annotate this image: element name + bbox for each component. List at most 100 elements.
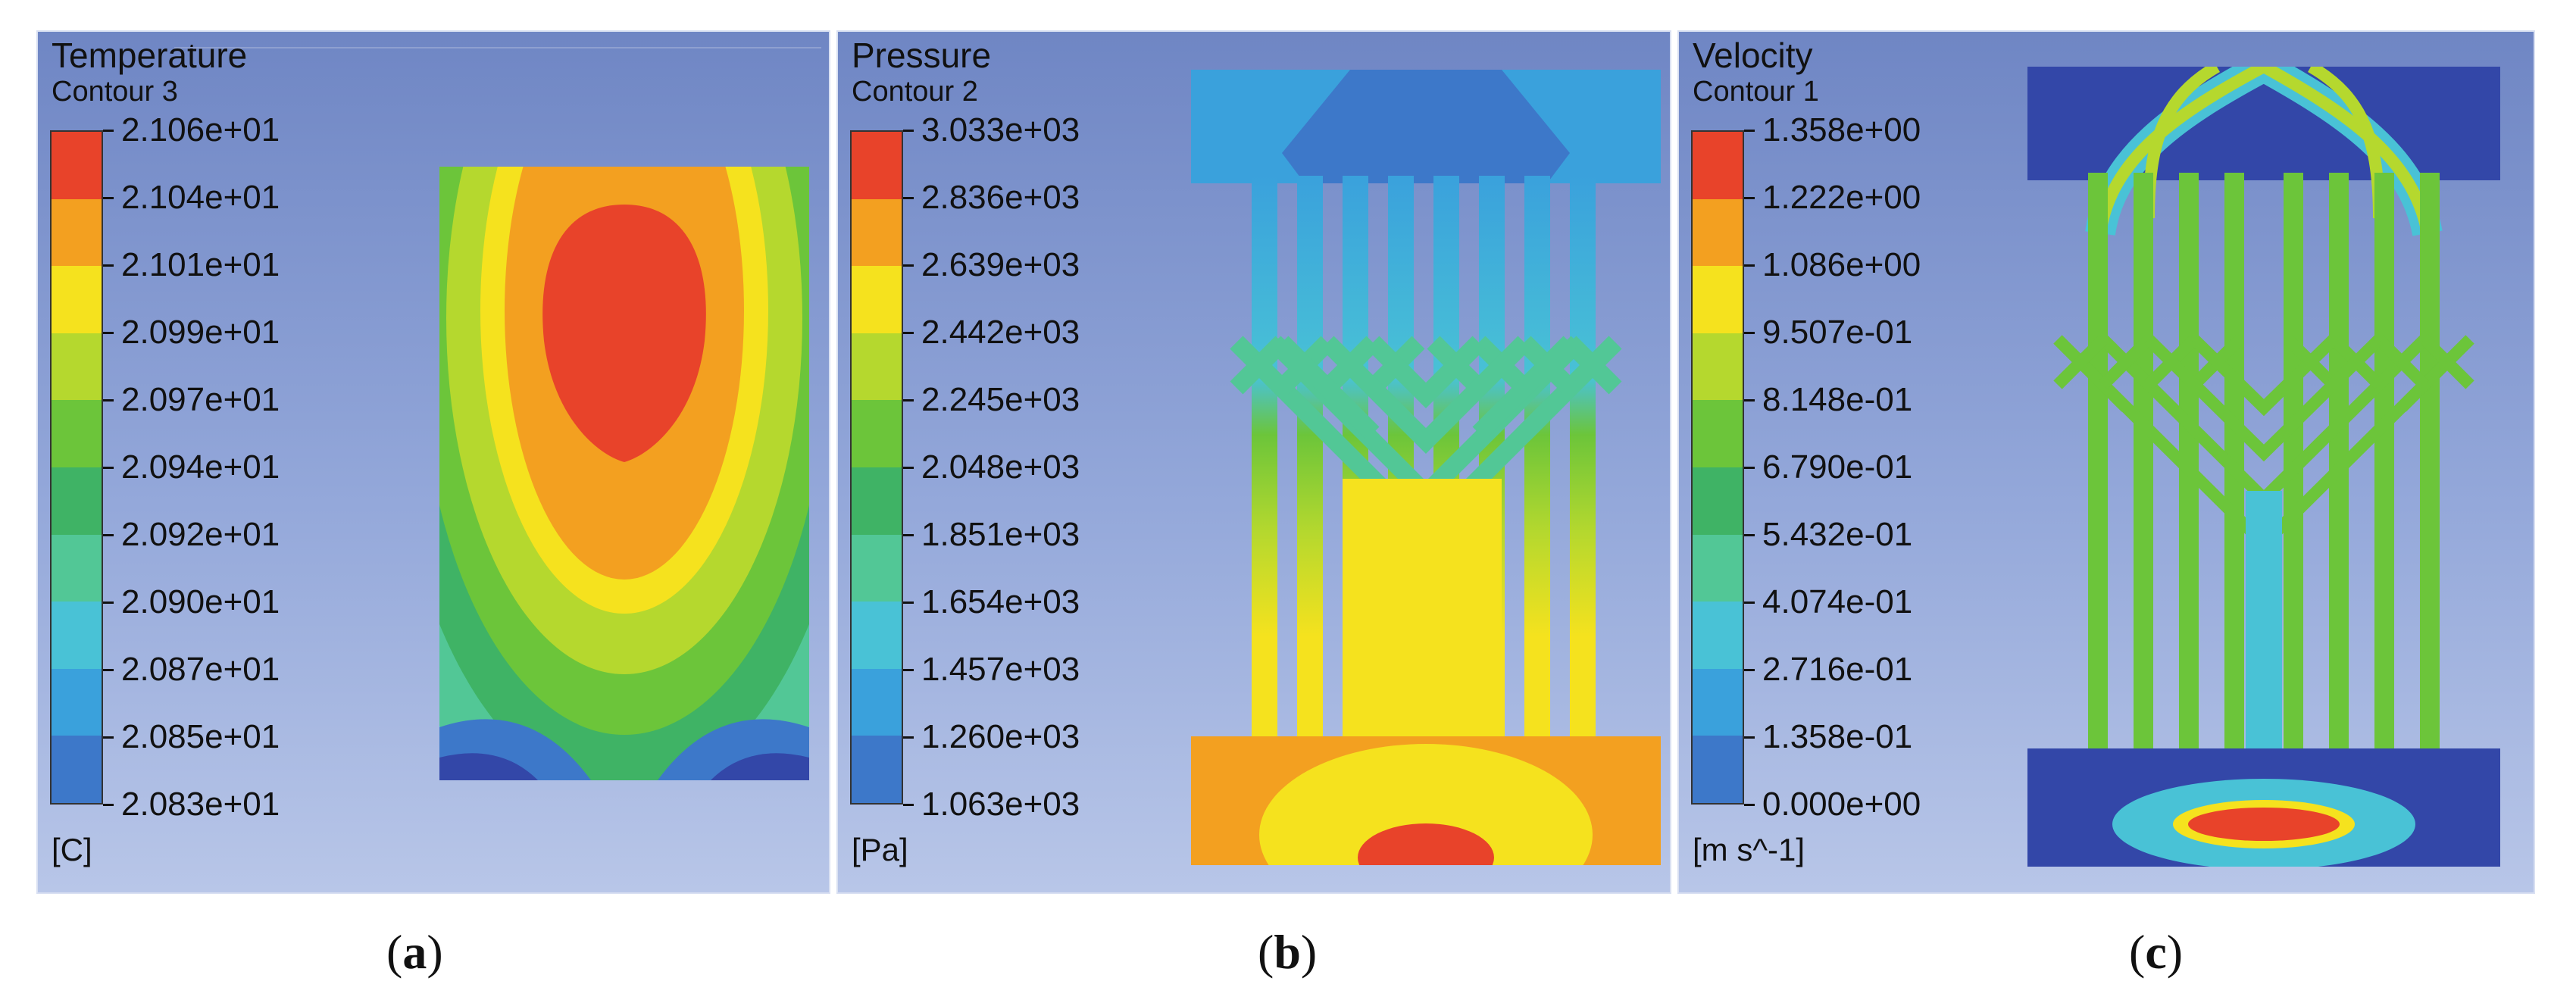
legend-tick-label: 2.836e+03 [921, 179, 1080, 216]
legend-tick-label: 2.442e+03 [921, 314, 1080, 351]
legend-color-band [52, 266, 102, 333]
legend-tick-label: 2.099e+01 [121, 314, 280, 351]
legend-tick [1744, 804, 1755, 806]
legend-tick [103, 736, 114, 739]
legend-color-band [852, 668, 902, 736]
legend-tick-label: 1.654e+03 [921, 583, 1080, 620]
legend-tick-label: 2.085e+01 [121, 718, 280, 755]
legend-tick [903, 601, 914, 604]
legend-unit: [m s^-1] [1693, 832, 1805, 867]
legend-tick [103, 130, 114, 132]
legend-tick [1744, 534, 1755, 536]
legend-color-band [1693, 736, 1743, 803]
legend-color-band [852, 333, 902, 401]
legend-color-band [1693, 266, 1743, 333]
panel-title: Pressure [852, 36, 992, 75]
color-legend-bar [850, 130, 903, 805]
legend-tick [103, 332, 114, 334]
legend-tick [903, 264, 914, 267]
legend-tick-label: 4.074e-01 [1762, 583, 1913, 620]
legend-tick-label: 2.097e+01 [121, 381, 280, 418]
legend-tick-label: 2.092e+01 [121, 516, 280, 553]
legend-tick [903, 130, 914, 132]
legend-tick [903, 669, 914, 671]
header-rule [174, 47, 821, 48]
panel-subtitle: Contour 1 [1693, 76, 1819, 108]
caption-letter: b [1274, 925, 1301, 979]
legend-color-band [52, 668, 102, 736]
legend-tick [1744, 467, 1755, 469]
color-legend-bar [1691, 130, 1744, 805]
legend-tick-label: 1.457e+03 [921, 651, 1080, 688]
legend-color-band [1693, 467, 1743, 535]
legend-color-band [1693, 668, 1743, 736]
legend-tick [1744, 669, 1755, 671]
legend-tick-label: 2.101e+01 [121, 246, 280, 283]
legend-tick-label: 1.260e+03 [921, 718, 1080, 755]
legend-tick [903, 534, 914, 536]
legend-tick-label: 3.033e+03 [921, 111, 1080, 148]
legend-tick [903, 197, 914, 199]
legend-color-band [1693, 534, 1743, 602]
legend-color-band [852, 132, 902, 199]
legend-tick-label: 0.000e+00 [1762, 786, 1921, 823]
caption-c: (c) [2129, 925, 2184, 979]
legend-unit: [C] [52, 832, 92, 867]
legend-color-band [852, 198, 902, 267]
legend-tick-label: 1.086e+00 [1762, 246, 1921, 283]
legend-color-band [52, 132, 102, 199]
legend-color-band [52, 400, 102, 467]
legend-color-band [52, 333, 102, 401]
legend-tick [903, 332, 914, 334]
legend-color-band [52, 467, 102, 535]
legend-color-band [1693, 132, 1743, 199]
legend-color-band [1693, 333, 1743, 401]
legend-tick [103, 669, 114, 671]
legend-tick [103, 197, 114, 199]
legend-color-band [852, 266, 902, 333]
caption-letter: a [402, 925, 427, 979]
legend-tick [1744, 197, 1755, 199]
legend-tick-label: 1.222e+00 [1762, 179, 1921, 216]
legend-tick [1744, 332, 1755, 334]
color-legend-bar [50, 130, 103, 805]
legend-tick [1744, 601, 1755, 604]
legend-tick-label: 2.090e+01 [121, 583, 280, 620]
legend-tick-label: 2.087e+01 [121, 651, 280, 688]
temperature-contour-panel: Temperature Contour 3 2.106e+01 2.104e+01… [36, 30, 830, 894]
legend-color-band [852, 736, 902, 803]
legend-color-band [1693, 198, 1743, 267]
velocity-contour-panel: Velocity Contour 1 1.358e+00 1.222e+00 1.0… [1677, 30, 2535, 894]
legend-tick-label: 2.083e+01 [121, 786, 280, 823]
panel-title: Velocity [1693, 36, 1813, 75]
legend-tick [903, 736, 914, 739]
legend-tick-label: 2.106e+01 [121, 111, 280, 148]
legend-color-band [852, 400, 902, 467]
legend-tick [1744, 130, 1755, 132]
caption-letter: c [2145, 925, 2167, 979]
legend-color-band [852, 467, 902, 535]
legend-unit: [Pa] [852, 832, 908, 867]
legend-color-band [1693, 400, 1743, 467]
caption-b: (b) [1258, 925, 1318, 979]
legend-tick-label: 1.358e+00 [1762, 111, 1921, 148]
legend-color-band [52, 198, 102, 267]
legend-tick-label: 1.358e-01 [1762, 718, 1913, 755]
pressure-field [1191, 70, 1661, 865]
legend-tick [103, 399, 114, 402]
legend-tick-label: 9.507e-01 [1762, 314, 1913, 351]
caption-a: (a) [386, 925, 443, 979]
legend-color-band [1693, 601, 1743, 669]
legend-tick-label: 2.048e+03 [921, 448, 1080, 486]
legend-tick [103, 804, 114, 806]
legend-tick-label: 8.148e-01 [1762, 381, 1913, 418]
legend-color-band [52, 601, 102, 669]
legend-tick-label: 1.851e+03 [921, 516, 1080, 553]
legend-tick-label: 2.104e+01 [121, 179, 280, 216]
legend-tick [103, 601, 114, 604]
panel-title: Temperature [52, 36, 248, 75]
legend-tick [103, 467, 114, 469]
panel-subtitle: Contour 3 [52, 76, 178, 108]
legend-tick [903, 467, 914, 469]
legend-tick-label: 2.716e-01 [1762, 651, 1913, 688]
